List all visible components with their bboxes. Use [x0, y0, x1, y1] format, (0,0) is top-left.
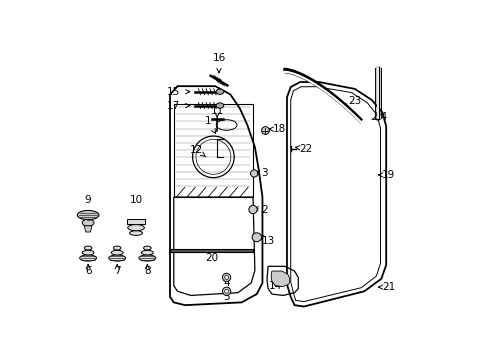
Text: 23: 23 [344, 96, 362, 108]
Text: 12: 12 [190, 145, 206, 157]
Circle shape [224, 275, 228, 279]
Text: 13: 13 [259, 234, 275, 246]
Text: 21: 21 [379, 282, 395, 292]
Text: 9: 9 [85, 195, 92, 205]
Text: 16: 16 [213, 53, 226, 73]
Circle shape [222, 287, 231, 296]
Text: 10: 10 [129, 195, 143, 205]
Circle shape [249, 205, 257, 214]
Circle shape [224, 289, 228, 293]
Polygon shape [84, 226, 92, 232]
Ellipse shape [128, 225, 145, 231]
Ellipse shape [77, 211, 99, 220]
Text: 11: 11 [211, 106, 224, 117]
Polygon shape [271, 271, 290, 287]
Ellipse shape [216, 89, 224, 94]
Ellipse shape [216, 103, 224, 108]
Text: 5: 5 [223, 292, 230, 302]
Ellipse shape [129, 231, 143, 235]
Text: 2: 2 [254, 204, 268, 215]
Ellipse shape [144, 246, 151, 250]
Ellipse shape [84, 246, 92, 250]
Text: 18: 18 [269, 124, 286, 134]
Ellipse shape [82, 250, 94, 255]
Text: 20: 20 [205, 253, 218, 263]
Ellipse shape [113, 246, 121, 250]
Circle shape [250, 170, 258, 177]
Polygon shape [170, 249, 253, 252]
Text: 22: 22 [295, 144, 313, 153]
Text: 15: 15 [167, 87, 190, 97]
Ellipse shape [252, 233, 262, 242]
Text: 17: 17 [167, 100, 190, 111]
Polygon shape [127, 219, 146, 224]
Ellipse shape [82, 219, 94, 226]
Text: 8: 8 [144, 265, 151, 275]
Ellipse shape [80, 255, 97, 261]
Ellipse shape [142, 250, 153, 255]
Ellipse shape [139, 255, 156, 261]
Text: 19: 19 [379, 170, 395, 180]
Ellipse shape [109, 255, 125, 261]
Circle shape [262, 127, 270, 134]
Text: 24: 24 [372, 112, 388, 122]
Circle shape [222, 273, 231, 282]
Ellipse shape [111, 250, 123, 255]
Text: 7: 7 [114, 265, 121, 275]
Text: 14: 14 [269, 281, 282, 291]
Text: 3: 3 [255, 168, 268, 179]
Text: 6: 6 [85, 265, 92, 275]
Text: 4: 4 [223, 278, 230, 288]
Text: 1: 1 [204, 116, 216, 134]
